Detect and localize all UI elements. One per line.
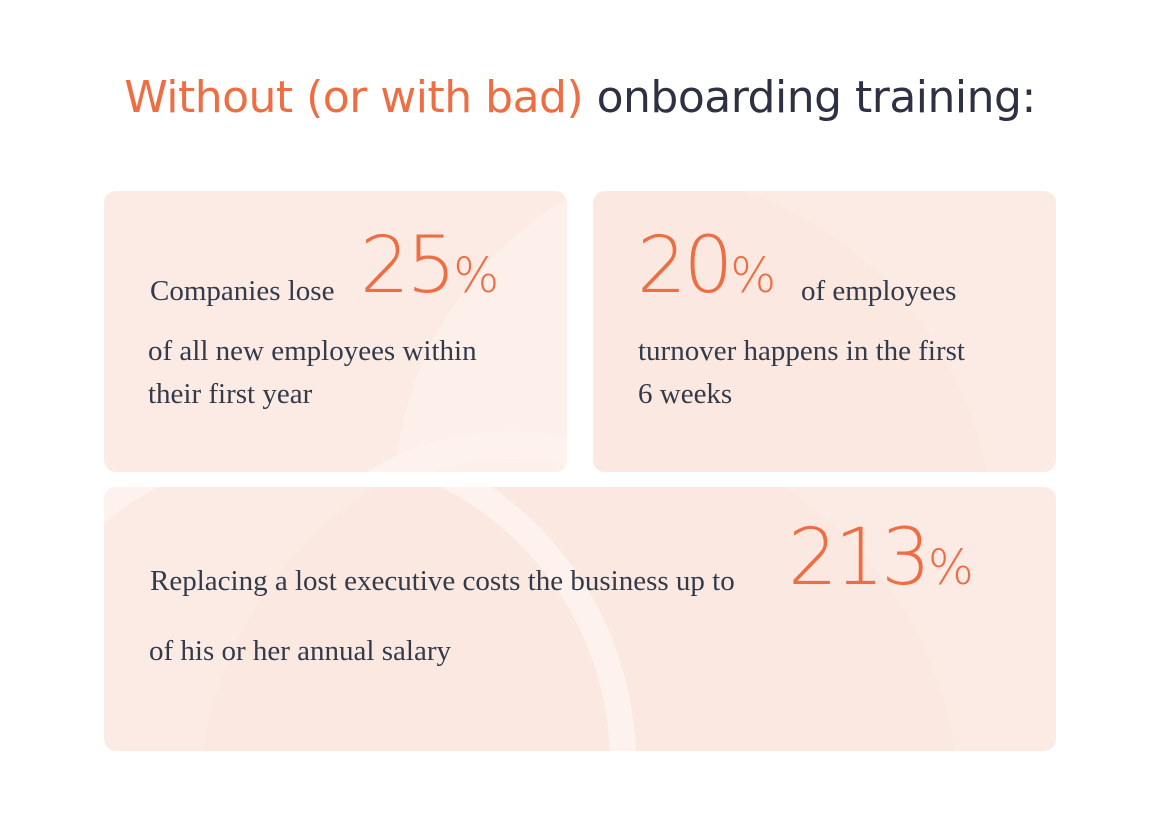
decorative-arc <box>234 431 567 472</box>
card-2-line2: turnover happens in the first <box>638 335 965 367</box>
stat-card-1: Companies lose 25% of all new employees … <box>104 191 567 472</box>
card-3-lead: Replacing a lost executive costs the bus… <box>150 565 735 597</box>
title-accent: Without (or with bad) <box>124 72 584 123</box>
card-1-stat: 25% <box>360 221 500 311</box>
card-2-tail: of employees <box>801 275 957 307</box>
card-1-lead: Companies lose <box>150 275 335 307</box>
title-dark: onboarding training: <box>583 72 1037 123</box>
page-title: Without (or with bad) onboarding trainin… <box>0 72 1160 123</box>
card-1-line3: their first year <box>148 378 313 410</box>
card-2-stat: 20% <box>637 221 777 311</box>
card-3-line2: of his or her annual salary <box>149 635 451 667</box>
card-3-stat: 213% <box>788 513 974 603</box>
decorative-arc <box>104 487 636 751</box>
card-1-line2: of all new employees within <box>148 335 477 367</box>
stat-card-2: 20% of employees turnover happens in the… <box>593 191 1056 472</box>
stat-card-3: Replacing a lost executive costs the bus… <box>104 487 1056 751</box>
card-2-line3: 6 weeks <box>638 378 733 410</box>
